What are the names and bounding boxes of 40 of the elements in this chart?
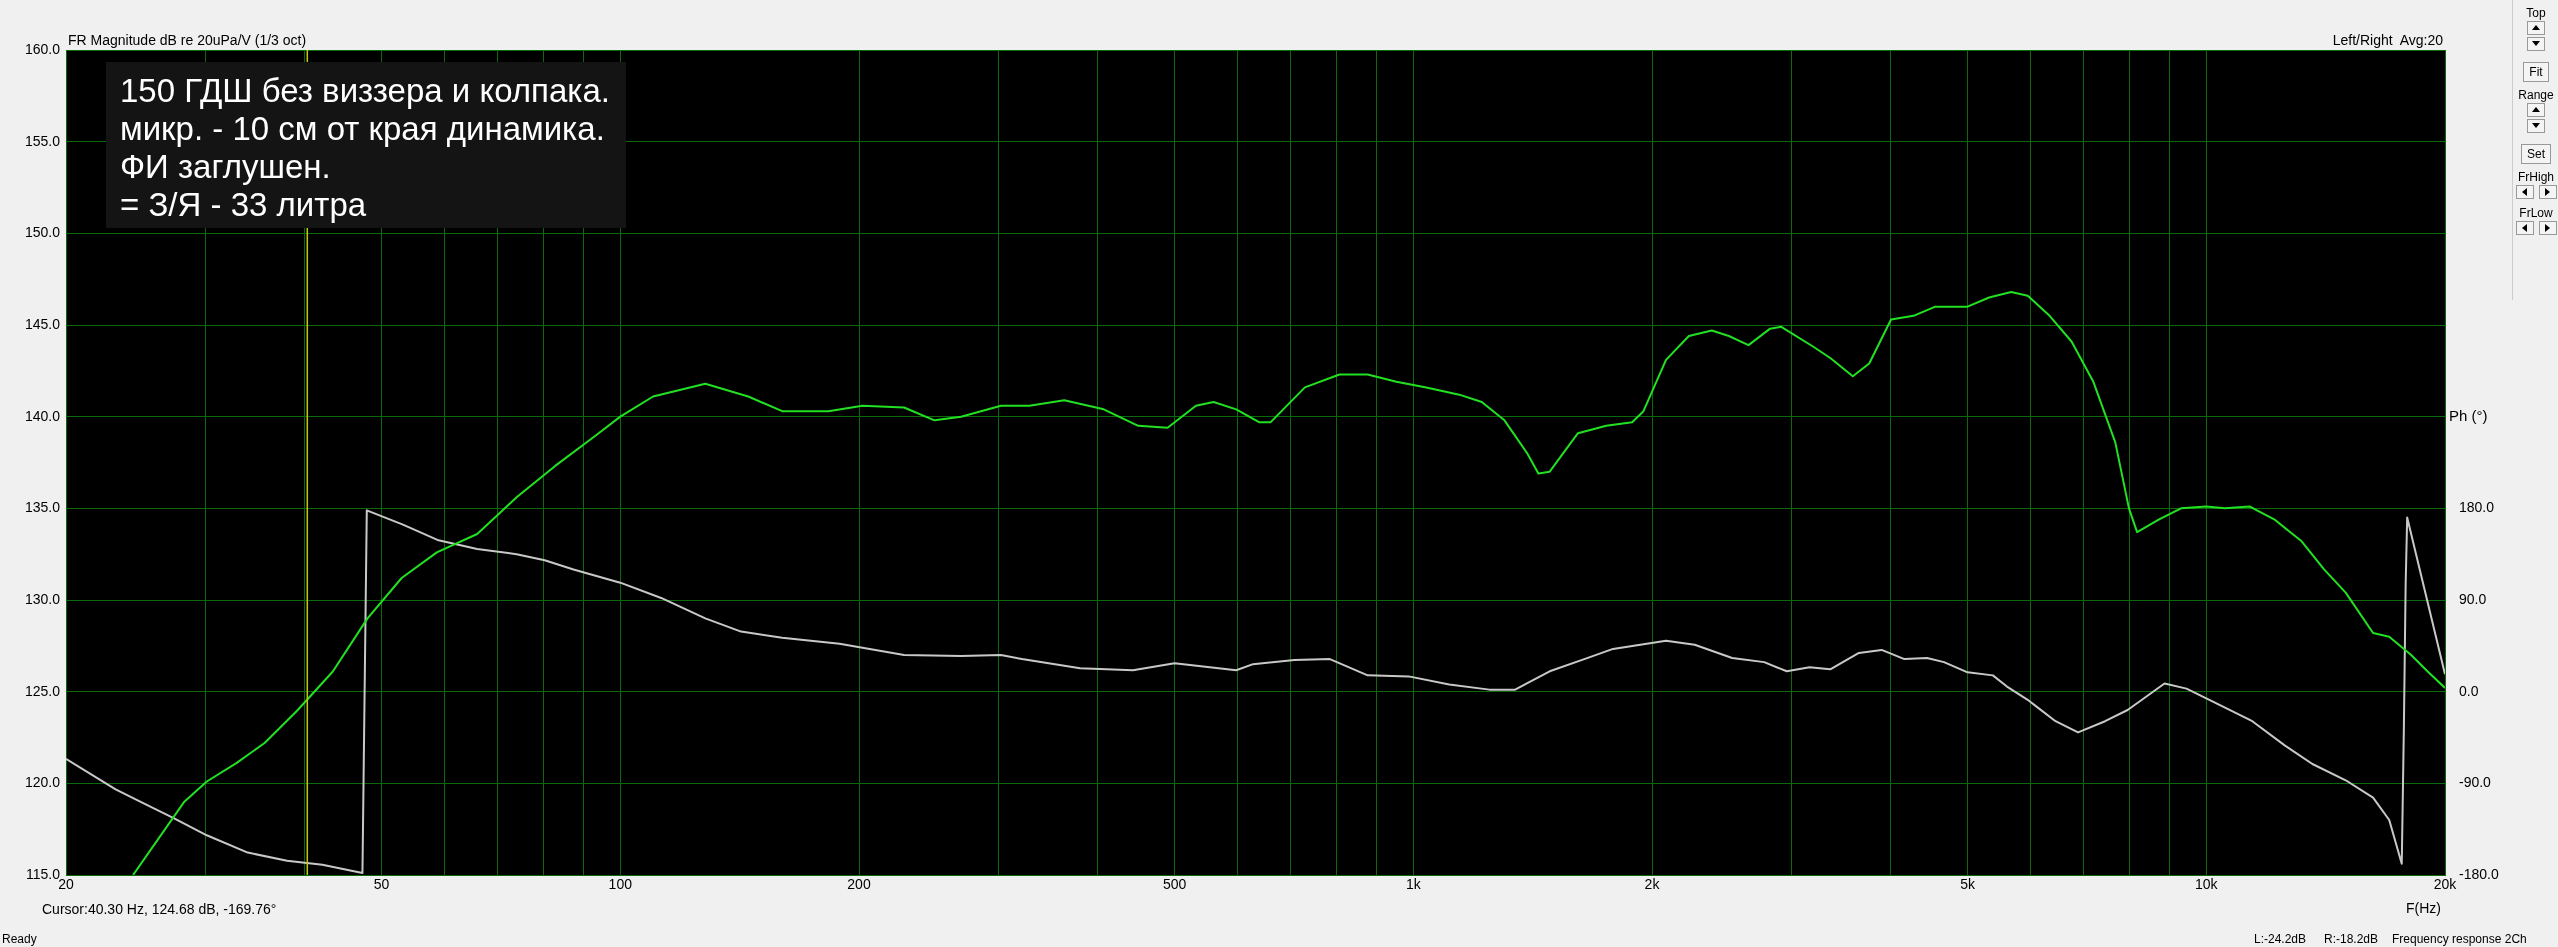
y-tick-label: 150.0 xyxy=(24,224,61,241)
text: FrLow xyxy=(2518,206,2554,220)
x-tick-label: 10k xyxy=(2194,876,2219,893)
y2-axis-title: Ph (°) xyxy=(2449,406,2488,424)
x-tick-label: 50 xyxy=(373,876,390,893)
x-tick-label: 5k xyxy=(1960,876,1976,893)
y2-tick-label: 180.0 xyxy=(2459,499,2495,516)
text: Left/Right Avg:20 xyxy=(2332,32,2444,48)
text: Fit xyxy=(2523,62,2549,82)
x-tick-label: 1k xyxy=(1405,876,1422,893)
x-tick-label: 2k xyxy=(1644,876,1661,893)
text: L:-24.2dB xyxy=(2254,932,2307,946)
y-tick-label: 130.0 xyxy=(24,590,61,607)
y-tick-label: 140.0 xyxy=(24,407,61,424)
y2-tick-label: -90.0 xyxy=(2459,774,2492,791)
text: Frequency response 2Ch xyxy=(2392,932,2527,946)
y2-tick-label: 0.0 xyxy=(2459,682,2479,699)
text: Cursor:40.30 Hz, 124.68 dB, -169.76° xyxy=(42,901,277,917)
annotation: 150 ГДШ без виззера и колпака. микр. - 10 см от края динамика. ФИ заглушен. = З/Я - 33 литра xyxy=(120,72,611,223)
y-tick-label: 145.0 xyxy=(24,315,61,332)
text: FrHigh xyxy=(2517,170,2555,184)
x-tick-label: 20 xyxy=(58,876,74,893)
x-tick-label: 500 xyxy=(1162,876,1187,893)
y-tick-label: 135.0 xyxy=(24,499,61,516)
x-axis-title: F(Hz) xyxy=(2406,900,2441,916)
text: Ready xyxy=(2,932,37,946)
y-tick-label: 155.0 xyxy=(24,132,61,149)
chart-title: FR Magnitude dB re 20uPa/V (1/3 oct) xyxy=(68,32,307,48)
text: Range xyxy=(2517,88,2555,102)
y-tick-label: 120.0 xyxy=(24,774,61,791)
y2-tick-label: -180.0 xyxy=(2459,865,2499,882)
x-tick-label: 20k xyxy=(2433,876,2458,893)
text: R:-18.2dB xyxy=(2324,932,2379,946)
y-tick-label: 160.0 xyxy=(24,40,61,57)
text: Top xyxy=(2525,6,2547,20)
text: Set xyxy=(2520,144,2551,164)
x-tick-label: 200 xyxy=(847,876,871,893)
x-tick-label: 100 xyxy=(608,876,633,893)
y2-tick-label: 90.0 xyxy=(2459,590,2487,607)
y-tick-label: 125.0 xyxy=(24,682,61,699)
